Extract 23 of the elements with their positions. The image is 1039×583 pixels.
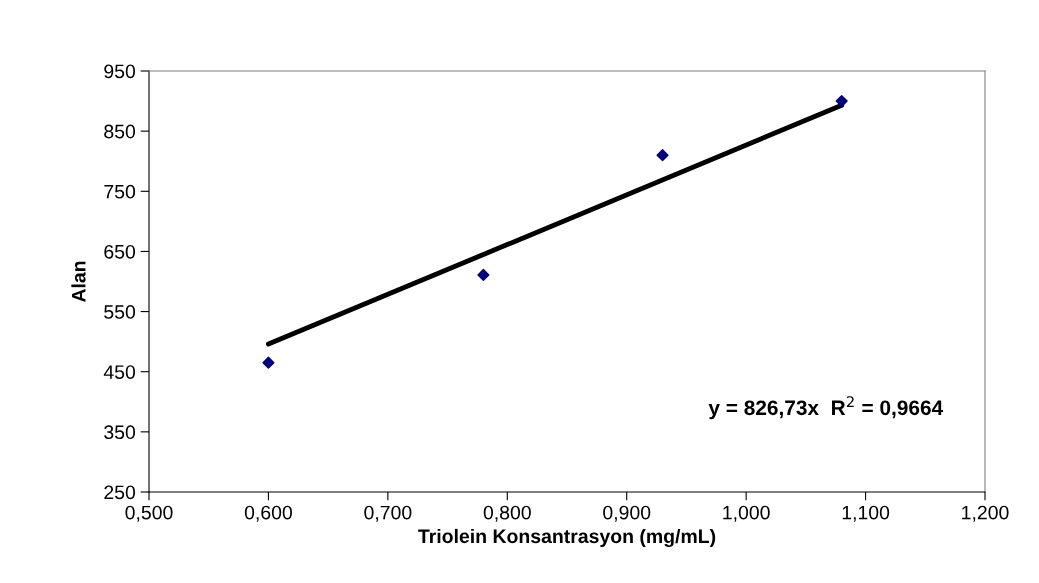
point [262,356,275,369]
x-tick-label: 1,100 [842,505,890,522]
y-tick-label: 250 [104,485,136,500]
x-tick-label: 0,600 [244,505,292,522]
y-tick-label: 650 [104,244,136,259]
y-tick-label: 750 [104,184,136,199]
x-tick-label: 0,800 [483,505,531,522]
point [656,149,669,162]
y-tick-label: 450 [103,365,136,379]
y-axis-title: Alan [71,261,86,303]
y-tick-label: 550 [104,305,136,319]
annotation: y = 826,73x R$^{2}$ = 0,9664 [708,396,944,420]
x-tick-label: 0,900 [603,505,651,522]
x-tick-label: 0,500 [125,505,173,522]
point [477,268,490,281]
y-tick-label: 850 [104,124,136,139]
point [835,94,848,108]
y-tick-label: 950 [104,64,136,79]
y-tick-label: 350 [104,425,136,440]
x-tick-label: 1,000 [723,505,770,522]
x-tick-label: 0,700 [364,505,412,522]
x-axis-title: Triolein Konsantrasyon (mg/mL) [418,528,716,548]
x-tick-label: 1,200 [962,505,1009,522]
